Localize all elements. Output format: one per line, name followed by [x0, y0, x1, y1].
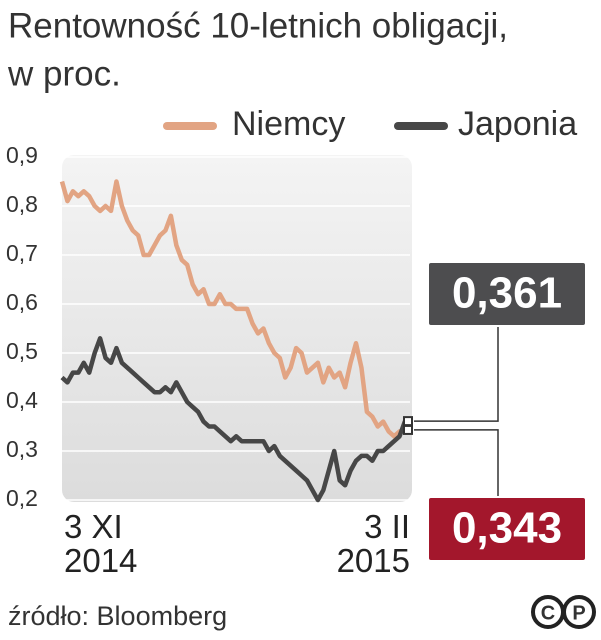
- legend-label: Japonia: [458, 105, 577, 143]
- x-tick-label: 3 II 2015: [336, 508, 410, 579]
- callout-box: [427, 261, 587, 327]
- series-line: [60, 336, 408, 503]
- y-tick-label: 0,3: [6, 436, 38, 462]
- y-tick-label: 0,7: [6, 240, 38, 266]
- logo-letter: C: [541, 602, 555, 624]
- y-tick-label: 0,4: [6, 387, 38, 413]
- callout-line: [414, 429, 499, 497]
- value-label: 0,361: [452, 269, 562, 318]
- end-marker: [403, 424, 413, 435]
- y-tick-label: 0,9: [6, 142, 38, 168]
- series-line: [59, 179, 406, 439]
- legend-label: Niemcy: [232, 105, 345, 143]
- end-marker: [403, 416, 413, 427]
- callout-box: [427, 496, 587, 562]
- logo-letter: P: [572, 602, 585, 624]
- chart-subtitle: w proc.: [7, 54, 121, 93]
- logo: C P: [531, 595, 596, 629]
- y-tick-label: 0,2: [6, 485, 38, 511]
- chart-title: Rentowność 10-letnich obligacji,: [8, 6, 508, 45]
- source: źródło: Bloomberg: [8, 601, 227, 631]
- plot-area: [62, 155, 412, 502]
- callout-line: [414, 326, 499, 422]
- x-tick-label: 3 XI 2014: [64, 508, 138, 579]
- value-label: 0,343: [452, 504, 562, 553]
- y-tick-label: 0,8: [6, 191, 38, 217]
- logo-ring: [562, 595, 596, 629]
- y-tick-label: 0,5: [6, 338, 38, 364]
- y-tick-label: 0,6: [6, 289, 38, 315]
